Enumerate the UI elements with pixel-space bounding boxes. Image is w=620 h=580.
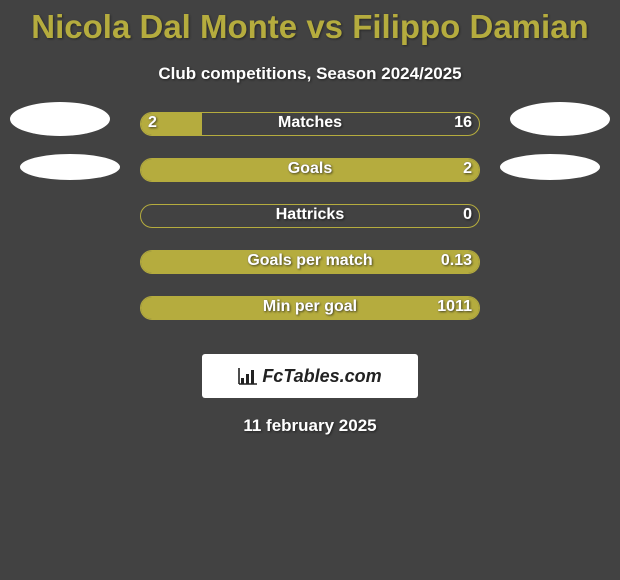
page-title: Nicola Dal Monte vs Filippo Damian [0, 0, 620, 46]
stat-label: Goals [140, 160, 480, 178]
stat-label: Goals per match [140, 252, 480, 270]
comparison-chart: 2 Matches 16 Goals 2 Hattricks 0 Goals p… [0, 112, 620, 342]
stat-row-goals: Goals 2 [0, 158, 620, 204]
logo-text: FcTables.com [262, 366, 381, 387]
stat-label: Matches [140, 114, 480, 132]
source-logo: FcTables.com [202, 354, 418, 398]
stat-right-value: 1011 [437, 298, 472, 316]
player-left-team-oval [20, 154, 120, 180]
stat-right-value: 0.13 [441, 252, 472, 270]
player-right-avatar-oval [510, 102, 610, 136]
barchart-icon [238, 367, 258, 385]
player-right-team-oval [500, 154, 600, 180]
stat-row-hattricks: Hattricks 0 [0, 204, 620, 250]
stat-right-value: 2 [463, 160, 472, 178]
stat-right-value: 16 [454, 114, 472, 132]
stat-label: Min per goal [140, 298, 480, 316]
stat-row-goals-per-match: Goals per match 0.13 [0, 250, 620, 296]
player-left-avatar-oval [10, 102, 110, 136]
stat-right-value: 0 [463, 206, 472, 224]
subtitle: Club competitions, Season 2024/2025 [0, 64, 620, 84]
stat-row-matches: 2 Matches 16 [0, 112, 620, 158]
footer-date: 11 february 2025 [0, 416, 620, 436]
stat-row-min-per-goal: Min per goal 1011 [0, 296, 620, 342]
stat-label: Hattricks [140, 206, 480, 224]
